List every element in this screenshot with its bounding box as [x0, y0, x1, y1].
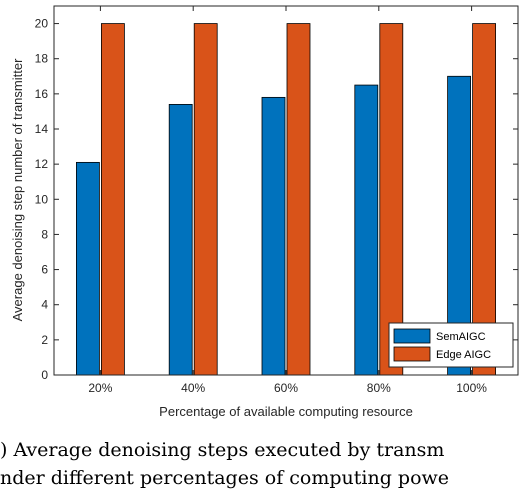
- y-tick-label: 10: [35, 192, 49, 206]
- y-tick-label: 8: [41, 227, 48, 241]
- plot-area: [54, 6, 518, 375]
- bar-edge-aigc-1: [193, 23, 218, 376]
- y-tick-label: 12: [35, 157, 49, 171]
- x-axis: 20% 40% 60% 80% 100%: [88, 6, 487, 395]
- bar-semaigc-2: [261, 96, 286, 376]
- bar-semaigc-3: [354, 84, 379, 376]
- legend-swatch-edge-aigc: [393, 346, 431, 362]
- bar-edge-aigc-2: [286, 23, 311, 376]
- y-tick-label: 16: [35, 87, 49, 101]
- bar-edge-aigc-0: [101, 23, 125, 376]
- bar-edge-aigc-3: [379, 23, 404, 376]
- y-tick-label: 2: [41, 333, 48, 347]
- y-tick-label: 14: [35, 122, 49, 136]
- y-tick-label: 4: [41, 298, 48, 312]
- chart: 0 2 4 6 8 10 12 14 16 18 20 20% 40% 60% 80% 100% Perce…: [10, 5, 519, 419]
- x-tick-label: 100%: [456, 381, 487, 395]
- x-tick-label: 80%: [367, 381, 391, 395]
- x-tick-label: 60%: [274, 381, 298, 395]
- bar-semaigc-0: [76, 161, 100, 376]
- figure-caption: ) Average denoising steps executed by tr…: [0, 436, 525, 492]
- legend-swatch-semaigc: [393, 328, 431, 344]
- x-axis-label: Percentage of available computing resour…: [159, 404, 413, 419]
- y-tick-label: 18: [35, 52, 49, 66]
- legend: SemAIGC Edge AIGC: [388, 322, 514, 368]
- x-tick-label: 20%: [88, 381, 112, 395]
- x-tick-label: 40%: [181, 381, 205, 395]
- y-tick-label: 6: [41, 263, 48, 277]
- bars-group: [76, 23, 497, 376]
- caption-line-2: nder different percentages of computing …: [0, 467, 450, 489]
- legend-label-semaigc: SemAIGC: [436, 331, 486, 343]
- y-tick-label: 0: [41, 368, 48, 382]
- caption-line-1: ) Average denoising steps executed by tr…: [0, 439, 445, 461]
- y-tick-label: 20: [35, 17, 49, 31]
- bar-semaigc-1: [168, 104, 193, 376]
- y-axis: 0 2 4 6 8 10 12 14 16 18 20: [35, 17, 518, 382]
- y-axis-label: Average denoising step number of transmi…: [10, 58, 25, 321]
- bar-edge-aigc-4: [472, 23, 497, 376]
- legend-label-edge-aigc: Edge AIGC: [436, 349, 491, 361]
